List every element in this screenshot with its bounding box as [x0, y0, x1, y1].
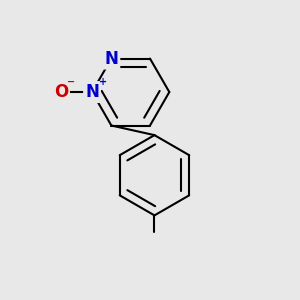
Text: O: O — [54, 83, 68, 101]
Text: N: N — [104, 50, 118, 68]
Text: N: N — [85, 83, 99, 101]
Text: −: − — [67, 77, 75, 87]
Text: +: + — [99, 77, 107, 87]
